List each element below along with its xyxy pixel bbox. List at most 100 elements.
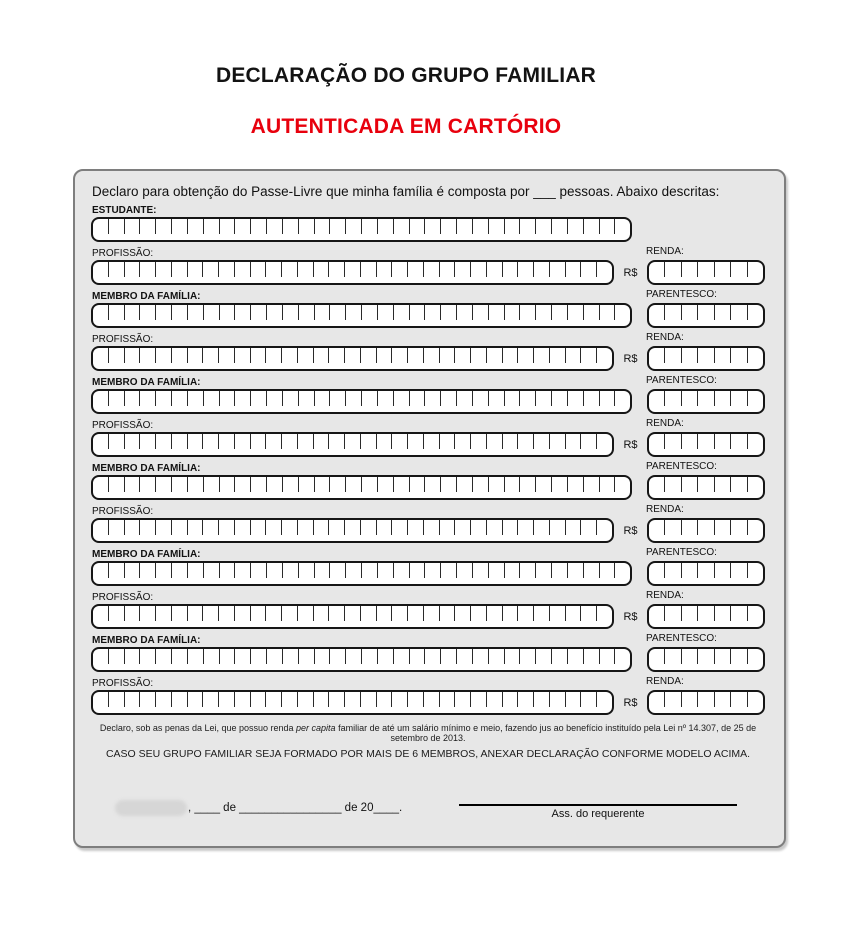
member-name-field[interactable] (91, 389, 632, 414)
profession-label: PROFISSÃO: (92, 420, 154, 431)
income-field[interactable] (647, 260, 765, 285)
income-label: RENDA: (646, 590, 684, 601)
family-member-section: MEMBRO DA FAMÍLIA: PARENTESCO: PROFISSÃO… (91, 289, 765, 371)
kinship-label: PARENTESCO: (646, 547, 717, 558)
kinship-label: PARENTESCO: (646, 633, 717, 644)
profession-label-row: PROFISSÃO: RENDA: (92, 676, 764, 689)
signature-line[interactable] (459, 804, 737, 806)
profession-income-row: R$ (91, 604, 765, 629)
member-name-row (91, 389, 765, 414)
income-label: RENDA: (646, 676, 684, 687)
legal-declaration-italic: per capita (296, 723, 336, 733)
member-label-row: MEMBRO DA FAMÍLIA: PARENTESCO: (92, 547, 764, 560)
currency-label: R$ (623, 524, 638, 537)
bottom-row: , ____ de ________________ de 20____. As… (91, 800, 765, 820)
declaration-form: Declaro para obtenção do Passe-Livre que… (73, 169, 786, 848)
page-subtitle: AUTENTICADA EM CARTÓRIO (250, 115, 562, 138)
family-member-section: MEMBRO DA FAMÍLIA: PARENTESCO: PROFISSÃO… (91, 375, 765, 457)
member-name-row (91, 475, 765, 500)
currency-label: R$ (623, 438, 638, 451)
student-name-row (91, 217, 765, 242)
signature-area: Ass. do requerente (459, 804, 737, 820)
student-label-row: ESTUDANTE: (92, 204, 764, 216)
income-label: RENDA: (646, 246, 684, 257)
profession-field[interactable] (91, 518, 614, 543)
profession-label-row: PROFISSÃO: RENDA: (92, 332, 764, 345)
student-name-field[interactable] (91, 217, 632, 242)
member-name-row (91, 647, 765, 672)
kinship-label: PARENTESCO: (646, 289, 717, 300)
document-header: DECLARAÇÃO DO GRUPO FAMILIAR AUTENTICADA… (0, 64, 812, 139)
profession-label: PROFISSÃO: (92, 334, 154, 345)
member-label-row: MEMBRO DA FAMÍLIA: PARENTESCO: (92, 289, 764, 302)
income-label: RENDA: (646, 418, 684, 429)
profession-income-row: R$ (91, 518, 765, 543)
kinship-label: PARENTESCO: (646, 461, 717, 472)
profession-label: PROFISSÃO: (92, 506, 154, 517)
date-group: , ____ de ________________ de 20____. (115, 800, 402, 816)
warning-text: CASO SEU GRUPO FAMILIAR SEJA FORMADO POR… (105, 748, 751, 760)
profession-label-row: PROFISSÃO: RENDA: (92, 590, 764, 603)
legal-declaration-prefix: Declaro, sob as penas da Lei, que possuo… (99, 723, 297, 733)
redacted-city-blob (115, 800, 187, 816)
member-label-row: MEMBRO DA FAMÍLIA: PARENTESCO: (92, 633, 764, 646)
profession-label-row: PROFISSÃO: RENDA: (92, 246, 764, 259)
kinship-label: PARENTESCO: (646, 375, 717, 386)
profession-income-row: R$ (91, 690, 765, 715)
family-member-section: MEMBRO DA FAMÍLIA: PARENTESCO: PROFISSÃO… (91, 461, 765, 543)
member-label-row: MEMBRO DA FAMÍLIA: PARENTESCO: (92, 375, 764, 388)
member-label: MEMBRO DA FAMÍLIA: (92, 635, 201, 646)
profession-field[interactable] (91, 346, 614, 371)
member-label: MEMBRO DA FAMÍLIA: (92, 377, 201, 388)
member-name-field[interactable] (91, 561, 632, 586)
member-label: MEMBRO DA FAMÍLIA: (92, 463, 201, 474)
family-member-section: MEMBRO DA FAMÍLIA: PARENTESCO: PROFISSÃO… (91, 633, 765, 715)
intro-text: Declaro para obtenção do Passe-Livre que… (92, 184, 720, 199)
income-label: RENDA: (646, 332, 684, 343)
member-label-row: MEMBRO DA FAMÍLIA: PARENTESCO: (92, 461, 764, 474)
currency-label: R$ (623, 610, 638, 623)
form-rows: ESTUDANTE: PROFISSÃO: RENDA: R$ MEMBRO D… (91, 204, 765, 715)
kinship-field[interactable] (647, 303, 765, 328)
student-label: ESTUDANTE: (92, 205, 157, 216)
currency-label: R$ (623, 352, 638, 365)
member-name-row (91, 561, 765, 586)
income-field[interactable] (647, 518, 765, 543)
income-field[interactable] (647, 346, 765, 371)
member-name-field[interactable] (91, 303, 632, 328)
profession-label: PROFISSÃO: (92, 592, 154, 603)
profession-income-row: R$ (91, 260, 765, 285)
income-label: RENDA: (646, 504, 684, 515)
kinship-field[interactable] (647, 389, 765, 414)
currency-label: R$ (623, 266, 638, 279)
signature-caption: Ass. do requerente (551, 808, 645, 820)
date-line[interactable]: , ____ de ________________ de 20____. (188, 802, 403, 814)
page-title: DECLARAÇÃO DO GRUPO FAMILIAR (215, 64, 597, 87)
income-field[interactable] (647, 432, 765, 457)
income-field[interactable] (647, 604, 765, 629)
profession-label: PROFISSÃO: (92, 678, 154, 689)
income-field[interactable] (647, 690, 765, 715)
profession-label-row: PROFISSÃO: RENDA: (92, 504, 764, 517)
kinship-field[interactable] (647, 647, 765, 672)
legal-declaration-suffix: familiar de até um salário mínimo e meio… (335, 723, 757, 743)
member-name-field[interactable] (91, 647, 632, 672)
profession-income-row: R$ (91, 432, 765, 457)
family-member-section: MEMBRO DA FAMÍLIA: PARENTESCO: PROFISSÃO… (91, 547, 765, 629)
kinship-field[interactable] (647, 561, 765, 586)
profession-income-row: R$ (91, 346, 765, 371)
kinship-field[interactable] (647, 475, 765, 500)
member-label: MEMBRO DA FAMÍLIA: (92, 291, 201, 302)
profession-field[interactable] (91, 690, 614, 715)
member-name-row (91, 303, 765, 328)
profession-label-row: PROFISSÃO: RENDA: (92, 418, 764, 431)
member-name-field[interactable] (91, 475, 632, 500)
profession-field[interactable] (91, 604, 614, 629)
profession-label: PROFISSÃO: (92, 248, 154, 259)
profession-field[interactable] (91, 260, 614, 285)
profession-field[interactable] (91, 432, 614, 457)
student-section: ESTUDANTE: PROFISSÃO: RENDA: R$ (91, 204, 765, 285)
currency-label: R$ (623, 696, 638, 709)
legal-declaration: Declaro, sob as penas da Lei, que possuo… (91, 723, 765, 743)
member-label: MEMBRO DA FAMÍLIA: (92, 549, 201, 560)
